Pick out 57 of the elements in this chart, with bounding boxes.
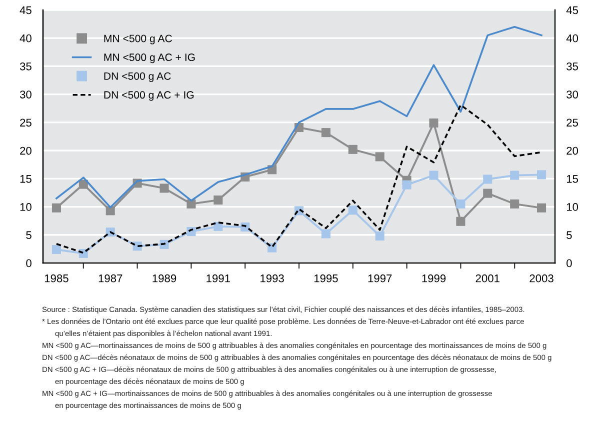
point [375,152,384,162]
y2-tick-label: 0 [566,259,572,268]
point [402,180,412,190]
y-tick-label: 35 [20,62,32,70]
point [456,216,466,226]
y-tick-label: 0 [26,259,32,268]
point [429,170,438,180]
y2-tick-label: 40 [566,34,578,42]
y-tick-label: 15 [20,175,32,183]
x-tick-label: 1987 [98,274,122,282]
point [52,244,61,254]
x-tick-label: 2001 [476,274,500,282]
y2-tick-label: 35 [566,62,578,70]
y2-tick-label: 15 [566,175,578,183]
x-tick-label: 1999 [422,274,446,282]
point [160,184,169,193]
y-tick-label: 40 [20,34,32,42]
x-tick-label: 1991 [206,274,230,282]
point [537,170,546,180]
y-tick-label: 10 [20,203,32,211]
y2-tick-label: 5 [566,231,572,240]
y-tick-label: 20 [20,146,32,155]
y-tick-label: 30 [20,90,32,98]
point [429,118,438,128]
x-tick-label: 1993 [260,274,284,282]
point [106,206,115,216]
legend-label: DN <500 g AC [104,72,171,82]
y2-tick-label: 25 [566,118,578,127]
legend-label: MN <500 g AC [104,34,172,44]
y2-tick-label: 30 [566,90,578,98]
point [348,206,358,215]
x-tick-label: 1997 [368,274,392,282]
point [510,170,520,180]
point [348,144,358,154]
y-tick-label: 5 [26,231,32,240]
point [321,229,330,238]
point [510,199,520,208]
x-tick-label: 1989 [152,274,176,282]
y-tick-label: 45 [20,6,32,14]
point [186,199,196,208]
y2-tick-label: 20 [566,146,578,155]
legend-label: MN <500 g AC + IG [104,54,195,64]
x-tick-label: 2003 [530,274,554,282]
point [456,199,466,208]
x-tick-label: 1995 [314,274,338,282]
point [537,203,546,212]
x-tick-label: 1985 [44,274,68,282]
point [214,196,223,205]
legend-label: DN <500 g AC + IG [104,91,194,101]
y2-tick-label: 10 [566,203,578,211]
point [321,128,330,138]
y2-tick-label: 45 [566,6,578,14]
point [52,203,61,212]
point [375,232,384,241]
point [483,188,492,198]
y-tick-label: 25 [20,118,32,127]
point [483,174,492,184]
